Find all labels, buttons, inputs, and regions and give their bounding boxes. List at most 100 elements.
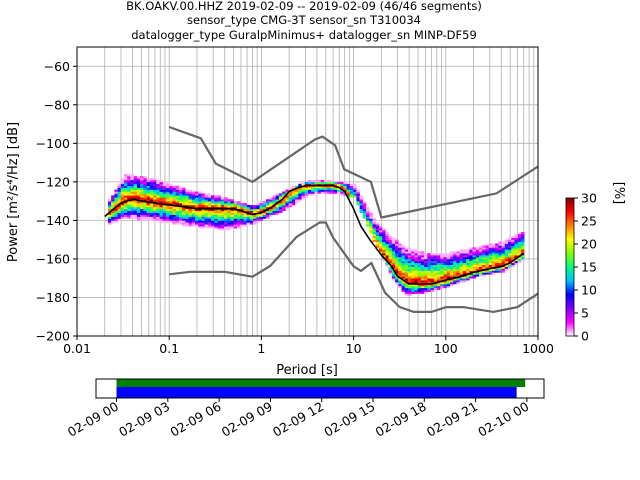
y-tick-label: −120 — [36, 174, 70, 189]
psd-coverage-bar — [116, 387, 517, 398]
psd-density-cell — [388, 268, 393, 271]
psd-density-cell — [446, 274, 451, 277]
psd-density-cell — [146, 216, 151, 219]
psd-density-cell — [191, 224, 196, 227]
psd-density-cell — [146, 189, 151, 192]
psd-density-cell — [182, 189, 186, 192]
psd-density-cell — [156, 199, 160, 202]
psd-density-cell — [498, 268, 502, 271]
psd-density-cell — [195, 210, 199, 213]
psd-density-cell — [130, 212, 135, 215]
psd-density-cell — [107, 208, 112, 212]
psd-density-cell — [459, 266, 464, 269]
psd-density-cell — [462, 278, 467, 281]
psd-density-cell — [456, 278, 460, 281]
psd-density-cell — [485, 258, 489, 262]
psd-density-cell — [153, 191, 157, 194]
psd-density-cell — [459, 272, 464, 275]
psd-density-cell — [124, 187, 128, 190]
psd-density-cell — [217, 201, 222, 204]
psd-density-cell — [217, 214, 222, 217]
psd-density-cell — [459, 251, 464, 254]
psd-density-cell — [143, 185, 147, 188]
psd-density-cell — [395, 241, 399, 244]
psd-density-cell — [472, 272, 477, 275]
psd-density-cell — [214, 214, 218, 217]
psd-density-cell — [159, 183, 164, 187]
psd-density-cell — [466, 262, 470, 266]
psd-density-cell — [156, 195, 160, 198]
psd-density-cell — [398, 283, 402, 287]
psd-density-cell — [224, 224, 228, 227]
psd-density-cell — [430, 278, 435, 281]
psd-density-cell — [211, 210, 215, 213]
psd-density-cell — [433, 274, 438, 277]
psd-density-cell — [401, 266, 406, 269]
psd-density-cell — [182, 193, 186, 196]
psd-density-cell — [240, 222, 244, 225]
timeline-tick-label: 02-09 00 — [65, 399, 121, 440]
psd-density-cell — [407, 249, 412, 252]
psd-density-cell — [253, 206, 257, 210]
psd-density-cell — [388, 272, 393, 275]
psd-density-cell — [462, 280, 467, 283]
psd-density-cell — [198, 208, 202, 212]
psd-density-cell — [149, 197, 154, 200]
psd-density-cell — [288, 199, 293, 202]
psd-density-cell — [417, 258, 422, 262]
psd-density-cell — [143, 204, 147, 208]
psd-density-cell — [240, 218, 244, 221]
psd-density-cell — [149, 203, 154, 206]
psd-density-cell — [211, 212, 215, 215]
psd-density-cell — [488, 243, 493, 246]
psd-density-cell — [285, 203, 289, 206]
psd-density-cell — [330, 181, 335, 185]
psd-density-cell — [288, 195, 293, 198]
psd-density-cell — [295, 191, 299, 194]
psd-density-cell — [469, 266, 473, 269]
psd-density-cell — [191, 197, 196, 200]
psd-density-cell — [172, 222, 176, 225]
psd-density-cell — [401, 276, 406, 279]
psd-density-cell — [220, 201, 225, 204]
psd-density-cell — [462, 257, 467, 260]
psd-density-cell — [153, 197, 157, 200]
psd-density-cell — [266, 204, 270, 208]
psd-density-cell — [117, 214, 122, 217]
psd-density-cell — [143, 187, 147, 190]
psd-density-cell — [427, 287, 431, 291]
psd-density-cell — [201, 222, 205, 225]
psd-density-cell — [182, 208, 186, 212]
psd-density-cell — [230, 216, 235, 219]
psd-density-cell — [517, 258, 522, 262]
psd-density-cell — [191, 203, 196, 206]
psd-density-cell — [491, 251, 496, 254]
psd-density-cell — [443, 278, 448, 281]
psd-density-cell — [453, 268, 457, 271]
psd-density-cell — [407, 274, 412, 277]
psd-density-cell — [282, 204, 286, 208]
psd-density-cell — [437, 283, 441, 287]
psd-density-cell — [143, 181, 147, 185]
psd-density-cell — [220, 203, 225, 206]
psd-density-cell — [143, 210, 147, 213]
psd-density-cell — [195, 191, 199, 194]
psd-density-cell — [159, 204, 164, 208]
psd-density-cell — [133, 183, 138, 187]
psd-density-cell — [440, 257, 444, 260]
psd-density-cell — [514, 253, 519, 256]
psd-density-cell — [417, 283, 422, 287]
psd-density-cell — [201, 197, 205, 200]
psd-density-cell — [266, 210, 270, 213]
psd-density-cell — [491, 245, 496, 248]
psd-density-cell — [514, 247, 519, 250]
psd-density-cell — [156, 216, 160, 219]
psd-density-cell — [443, 255, 448, 258]
psd-density-cell — [127, 185, 131, 188]
psd-density-cell — [378, 241, 383, 244]
psd-density-cell — [398, 272, 402, 275]
psd-density-cell — [420, 255, 425, 258]
psd-density-cell — [117, 218, 122, 221]
psd-density-cell — [430, 258, 435, 262]
